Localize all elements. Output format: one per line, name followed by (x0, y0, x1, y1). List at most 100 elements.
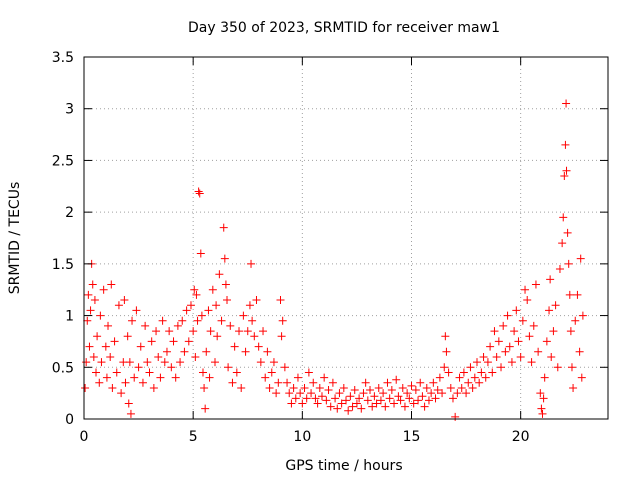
x-tick-label: 15 (403, 429, 421, 445)
x-tick-label: 20 (512, 429, 530, 445)
chart-title: Day 350 of 2023, SRMTID for receiver maw… (188, 20, 500, 36)
data-point (539, 394, 548, 403)
data-point (575, 347, 584, 356)
data-point (516, 352, 525, 361)
data-point (363, 396, 372, 405)
data-point (537, 404, 546, 413)
data-point (178, 316, 187, 325)
data-point (315, 383, 324, 392)
data-point (239, 311, 248, 320)
data-point (84, 290, 93, 299)
data-point (138, 378, 147, 387)
data-point (145, 368, 154, 377)
data-point (324, 386, 333, 395)
data-point (523, 296, 532, 305)
data-point (205, 373, 214, 382)
data-point (114, 301, 123, 310)
data-point (217, 316, 226, 325)
data-point (261, 373, 270, 382)
y-tick-label: 0.5 (52, 360, 74, 376)
axis-ticks (83, 56, 608, 420)
data-point (302, 394, 311, 403)
data-point (409, 399, 418, 408)
data-point (193, 316, 202, 325)
data-point (285, 389, 294, 398)
data-point (245, 301, 254, 310)
y-tick-label: 1 (65, 309, 74, 325)
data-point (191, 352, 200, 361)
data-point (561, 140, 570, 149)
data-point (503, 311, 512, 320)
data-point (173, 321, 182, 330)
data-point (213, 332, 222, 341)
data-point (422, 383, 431, 392)
data-point (383, 378, 392, 387)
data-point (477, 368, 486, 377)
data-point (392, 375, 401, 384)
data-point (565, 290, 574, 299)
data-point (211, 358, 219, 367)
data-point (269, 358, 278, 367)
data-point (468, 383, 477, 392)
data-point (320, 373, 329, 382)
grid-lines (84, 57, 608, 419)
data-point (276, 296, 285, 305)
data-point (195, 189, 204, 198)
data-point (405, 394, 414, 403)
data-point (304, 368, 313, 377)
data-point (490, 327, 499, 336)
plot-frame (83, 56, 609, 420)
data-point (252, 296, 261, 305)
tick-labels: 0 0.5 1 1.5 2 2.5 3 3.5 0 5 10 15 20 (52, 50, 530, 445)
x-tick-label: 0 (80, 429, 89, 445)
data-point (85, 342, 94, 351)
data-point (578, 311, 587, 320)
x-tick-label: 10 (293, 429, 311, 445)
data-point (232, 368, 241, 377)
data-point (342, 396, 350, 405)
data-point (576, 254, 585, 263)
data-point (130, 373, 139, 382)
data-point (104, 321, 113, 330)
data-point (184, 337, 193, 346)
data-point (379, 389, 388, 398)
data-point (545, 306, 554, 315)
data-point (287, 399, 296, 408)
data-point (514, 337, 523, 346)
data-point (108, 383, 117, 392)
y-tick-label: 2 (65, 205, 74, 221)
y-tick-label: 2.5 (52, 153, 74, 169)
data-point (132, 306, 141, 315)
data-point (366, 386, 375, 395)
data-point (198, 368, 207, 377)
data-point (128, 316, 137, 325)
data-point (551, 301, 560, 310)
data-point (117, 389, 126, 398)
data-point (197, 311, 206, 320)
data-point (507, 358, 516, 367)
data-point (475, 378, 484, 387)
data-point (453, 389, 462, 398)
data-point (162, 347, 171, 356)
data-point (455, 373, 464, 382)
data-point (196, 249, 205, 258)
data-point (125, 358, 134, 367)
data-point (531, 280, 540, 289)
data-point (176, 358, 185, 367)
data-point (219, 223, 228, 232)
data-point (88, 280, 97, 289)
data-point (322, 396, 331, 405)
data-points (81, 99, 587, 421)
data-point (560, 171, 569, 180)
data-point (311, 394, 320, 403)
data-point (158, 316, 167, 325)
data-point (296, 389, 305, 398)
x-tick-label: 5 (189, 429, 198, 445)
data-point (492, 352, 501, 361)
data-point (123, 332, 132, 341)
data-point (96, 311, 105, 320)
data-point (95, 378, 104, 387)
data-point (182, 306, 191, 315)
data-point (126, 409, 135, 418)
data-point (121, 378, 130, 387)
